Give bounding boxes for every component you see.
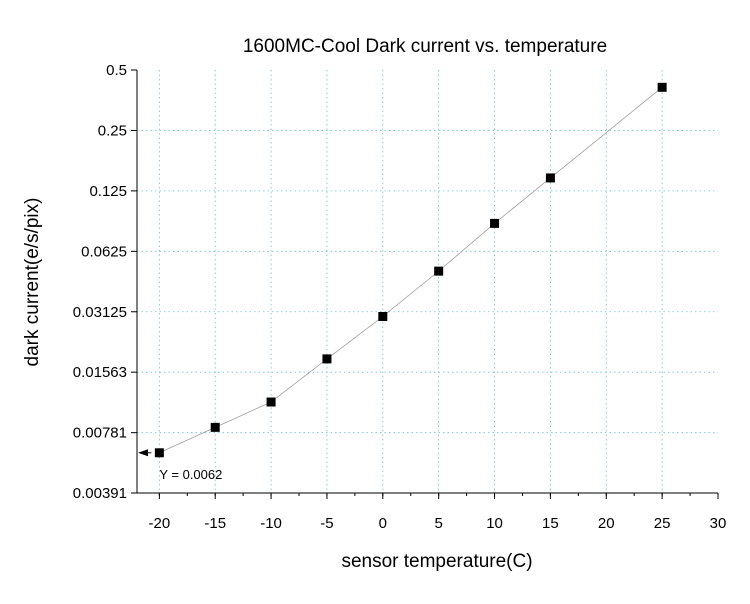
x-tick-label: 25 <box>654 515 671 532</box>
data-point <box>266 397 276 407</box>
x-tick-label: 10 <box>486 515 503 532</box>
y-axis-ticks: 0.00391 0.00781 0.01563 0.03125 0.0625 0.125 0… <box>73 62 137 502</box>
y-tick-label: 0.0625 <box>81 243 127 260</box>
y-tick-label: 0.125 <box>89 183 127 200</box>
y-tick-label: 0.03125 <box>73 304 127 321</box>
data-point <box>154 448 164 458</box>
data-point <box>490 218 500 228</box>
data-point <box>378 311 388 321</box>
x-tick-label: -15 <box>204 515 226 532</box>
y-tick-label: 0.00781 <box>73 425 127 442</box>
data-point <box>657 82 667 92</box>
data-point <box>322 354 332 364</box>
y-axis-label: dark current(e/s/pix) <box>22 198 43 367</box>
y-tick-label: 0.01563 <box>73 364 127 381</box>
y-tick-label: 0.00391 <box>73 485 127 502</box>
annotation-layer: Y = 0.0062 <box>138 449 222 482</box>
annotation-label: Y = 0.0062 <box>159 467 222 482</box>
series-line <box>159 86 663 454</box>
x-axis-ticks: -20 -15 -10 -5 0 5 10 15 20 25 30 <box>149 493 727 532</box>
x-tick-label: -5 <box>320 515 333 532</box>
x-axis-label: sensor temperature(C) <box>341 551 532 572</box>
grid <box>137 70 718 493</box>
data-point <box>210 422 220 432</box>
x-tick-label: 0 <box>379 515 387 532</box>
x-tick-label: 30 <box>710 515 727 532</box>
x-tick-label: -10 <box>260 515 282 532</box>
chart-title: 1600MC-Cool Dark current vs. temperature <box>243 36 607 57</box>
x-tick-label: 15 <box>542 515 559 532</box>
x-tick-label: -20 <box>149 515 171 532</box>
annotation-arrow-head <box>138 449 148 457</box>
y-tick-label: 0.5 <box>106 62 127 79</box>
data-point <box>434 266 444 276</box>
y-tick-label: 0.25 <box>98 122 127 139</box>
data-point <box>545 173 555 183</box>
x-tick-label: 20 <box>598 515 615 532</box>
x-tick-label: 5 <box>435 515 443 532</box>
series-layer <box>154 82 667 458</box>
axes <box>136 70 718 494</box>
